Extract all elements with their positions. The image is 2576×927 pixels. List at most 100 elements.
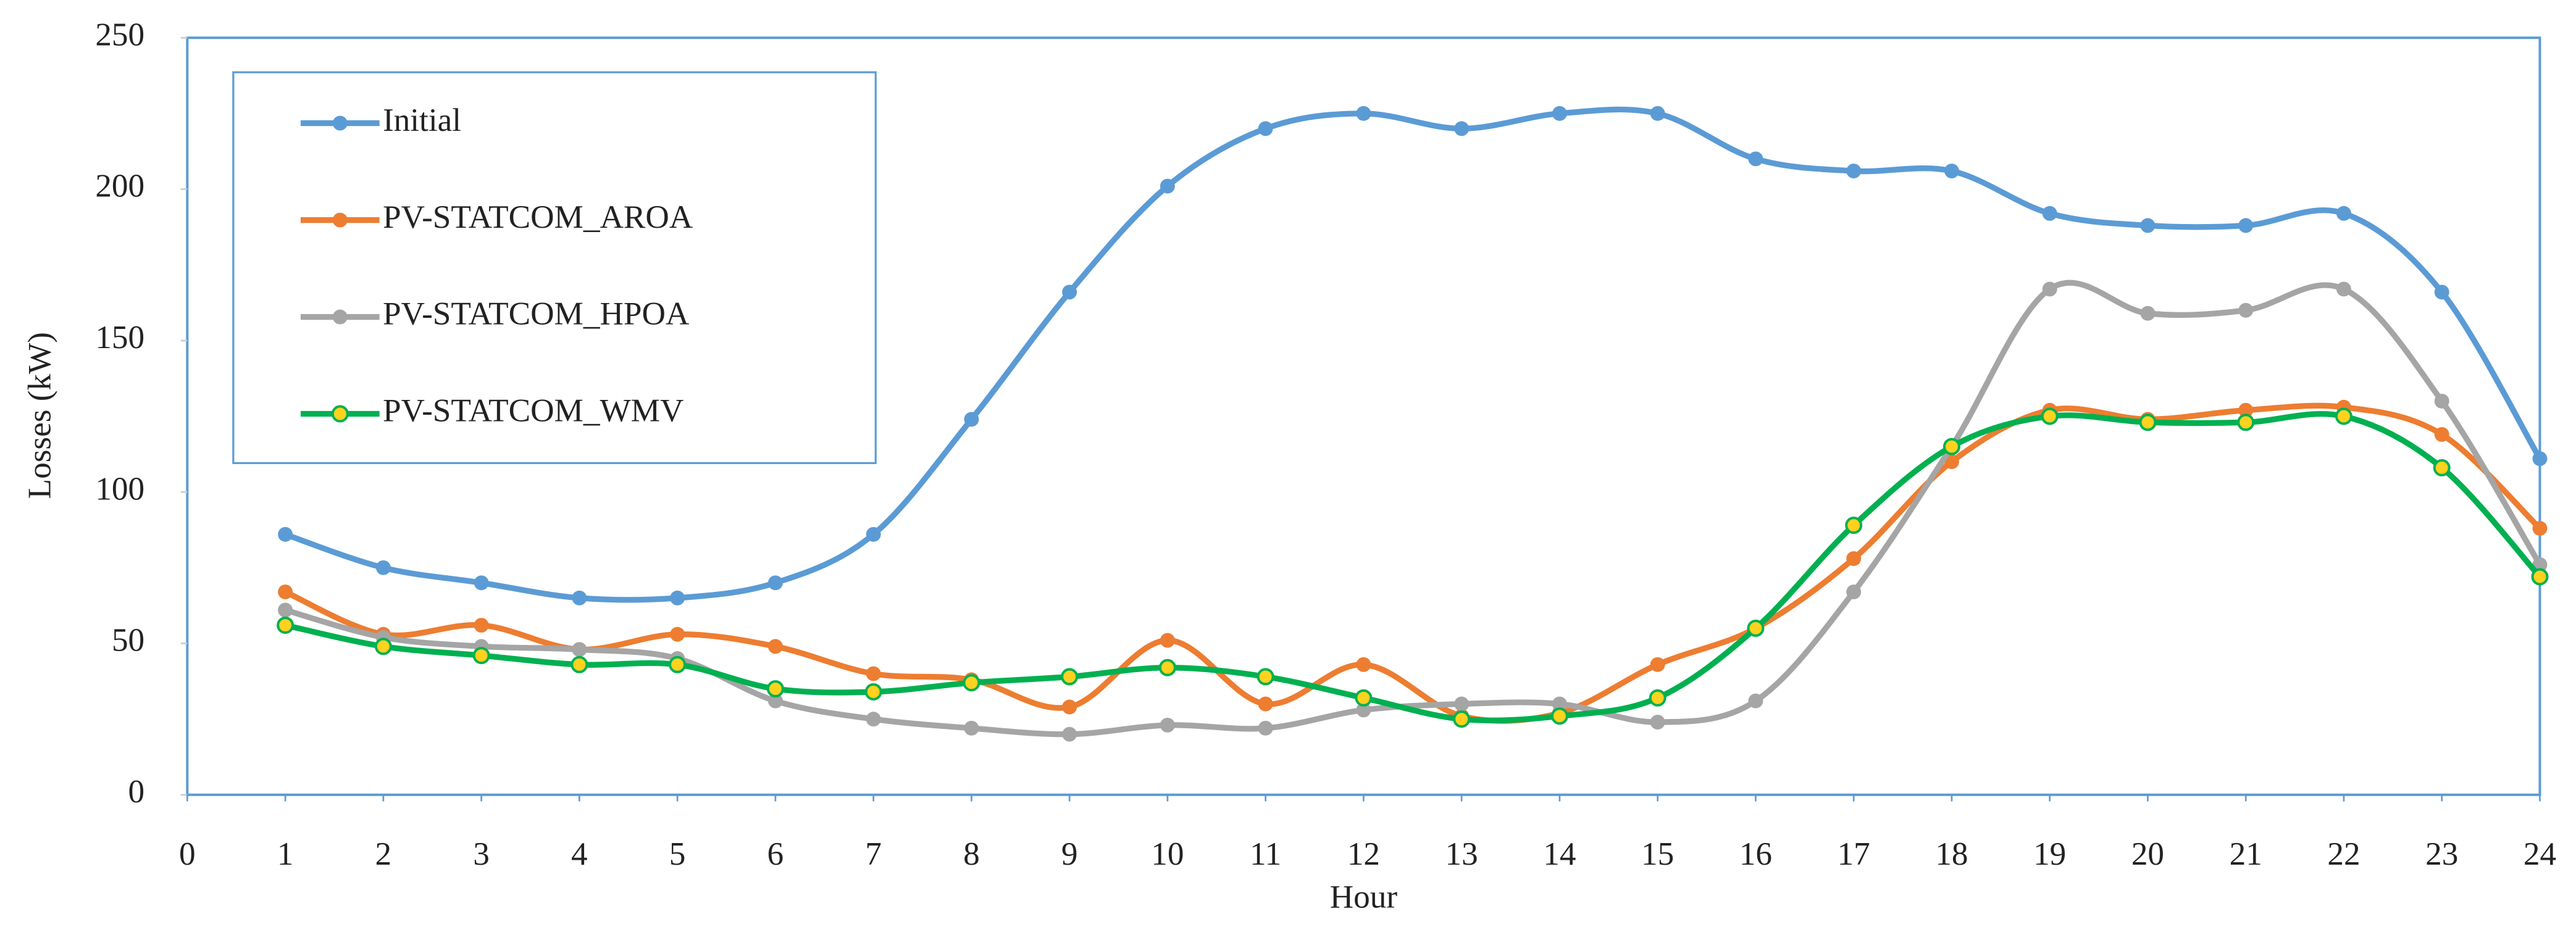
data-point: [572, 642, 587, 657]
data-point: [2434, 285, 2449, 300]
x-tick-label: 0: [179, 836, 196, 872]
data-point: [1846, 164, 1862, 179]
y-axis-title: Losses (kW): [21, 332, 57, 499]
data-point: [766, 680, 784, 698]
legend-box: [232, 71, 877, 464]
data-point: [767, 693, 783, 709]
x-tick-label: 4: [571, 836, 588, 872]
data-point: [864, 683, 882, 700]
data-point: [1160, 717, 1175, 733]
data-point: [1258, 696, 1273, 712]
data-point: [2237, 414, 2255, 431]
data-point: [1454, 696, 1470, 712]
data-point: [2336, 206, 2351, 221]
legend-marker: [332, 212, 348, 228]
data-point: [1747, 619, 1765, 637]
y-tick-label: 200: [95, 168, 144, 204]
legend-marker: [332, 115, 348, 131]
data-point: [1454, 121, 1470, 136]
data-point: [669, 655, 687, 673]
legend-label: PV-STATCOM_HPOA: [383, 296, 690, 332]
x-tick-label: 15: [1641, 836, 1674, 872]
data-point: [2238, 402, 2254, 418]
y-tick-label: 0: [128, 773, 145, 810]
data-point: [1942, 438, 1960, 455]
data-point: [1453, 710, 1471, 728]
data-point: [1649, 689, 1666, 707]
data-point: [572, 590, 587, 605]
data-point: [2434, 393, 2449, 409]
data-point: [1552, 106, 1567, 121]
data-point: [2433, 459, 2451, 476]
data-point: [964, 412, 979, 427]
y-tick-label: 250: [95, 16, 144, 52]
data-point: [2041, 407, 2059, 425]
data-point: [474, 575, 489, 591]
x-tick-label: 14: [1543, 836, 1576, 872]
data-point: [2532, 521, 2548, 536]
data-point: [1356, 702, 1371, 718]
legend-marker: [331, 405, 349, 423]
data-point: [866, 666, 881, 681]
data-point: [1356, 106, 1371, 121]
data-point: [571, 655, 588, 673]
data-point: [2238, 218, 2254, 233]
data-point: [767, 575, 783, 591]
x-tick-label: 2: [375, 836, 392, 872]
x-tick-label: 23: [2425, 836, 2458, 872]
data-point: [1748, 151, 1763, 167]
data-point: [2238, 302, 2254, 318]
y-tick-label: 100: [95, 470, 144, 507]
data-point: [1944, 454, 1959, 470]
legend-label: PV-STATCOM_AROA: [383, 199, 693, 235]
data-point: [1550, 707, 1568, 725]
data-point: [2139, 414, 2157, 431]
data-point: [2336, 281, 2351, 297]
data-point: [1355, 689, 1373, 707]
legend-label: PV-STATCOM_WMV: [383, 393, 684, 429]
data-point: [2140, 306, 2156, 321]
data-point: [1160, 178, 1175, 194]
x-tick-label: 3: [473, 836, 490, 872]
data-point: [277, 617, 295, 634]
data-point: [1944, 164, 1959, 179]
x-tick-label: 9: [1061, 836, 1078, 872]
data-point: [767, 639, 783, 654]
x-tick-label: 21: [2230, 836, 2262, 872]
data-point: [964, 720, 979, 736]
data-point: [1845, 517, 1863, 534]
data-point: [2140, 218, 2156, 233]
x-tick-label: 1: [277, 836, 294, 872]
x-tick-label: 22: [2327, 836, 2360, 872]
x-tick-label: 13: [1445, 836, 1478, 872]
data-point: [1258, 121, 1273, 136]
y-tick-label: 150: [95, 319, 144, 355]
x-tick-label: 17: [1838, 836, 1870, 872]
data-point: [278, 602, 293, 618]
data-point: [670, 626, 685, 642]
data-point: [866, 526, 881, 542]
data-point: [2335, 407, 2352, 425]
data-point: [1356, 657, 1371, 672]
x-tick-label: 6: [767, 836, 784, 872]
data-point: [1062, 699, 1077, 715]
legend-marker: [332, 309, 348, 325]
x-tick-label: 11: [1250, 836, 1281, 872]
data-point: [472, 647, 490, 665]
data-point: [375, 560, 391, 575]
x-axis-title: Hour: [1330, 878, 1398, 915]
data-point: [474, 618, 489, 633]
data-point: [1846, 584, 1862, 600]
x-tick-label: 20: [2131, 836, 2164, 872]
data-point: [2042, 206, 2057, 221]
data-point: [2042, 281, 2057, 297]
y-tick-label: 50: [112, 622, 144, 659]
x-tick-label: 7: [865, 836, 882, 872]
data-point: [866, 712, 881, 727]
data-point: [1062, 285, 1077, 300]
data-point: [1650, 106, 1665, 121]
data-point: [1257, 668, 1274, 686]
data-point: [374, 638, 392, 655]
